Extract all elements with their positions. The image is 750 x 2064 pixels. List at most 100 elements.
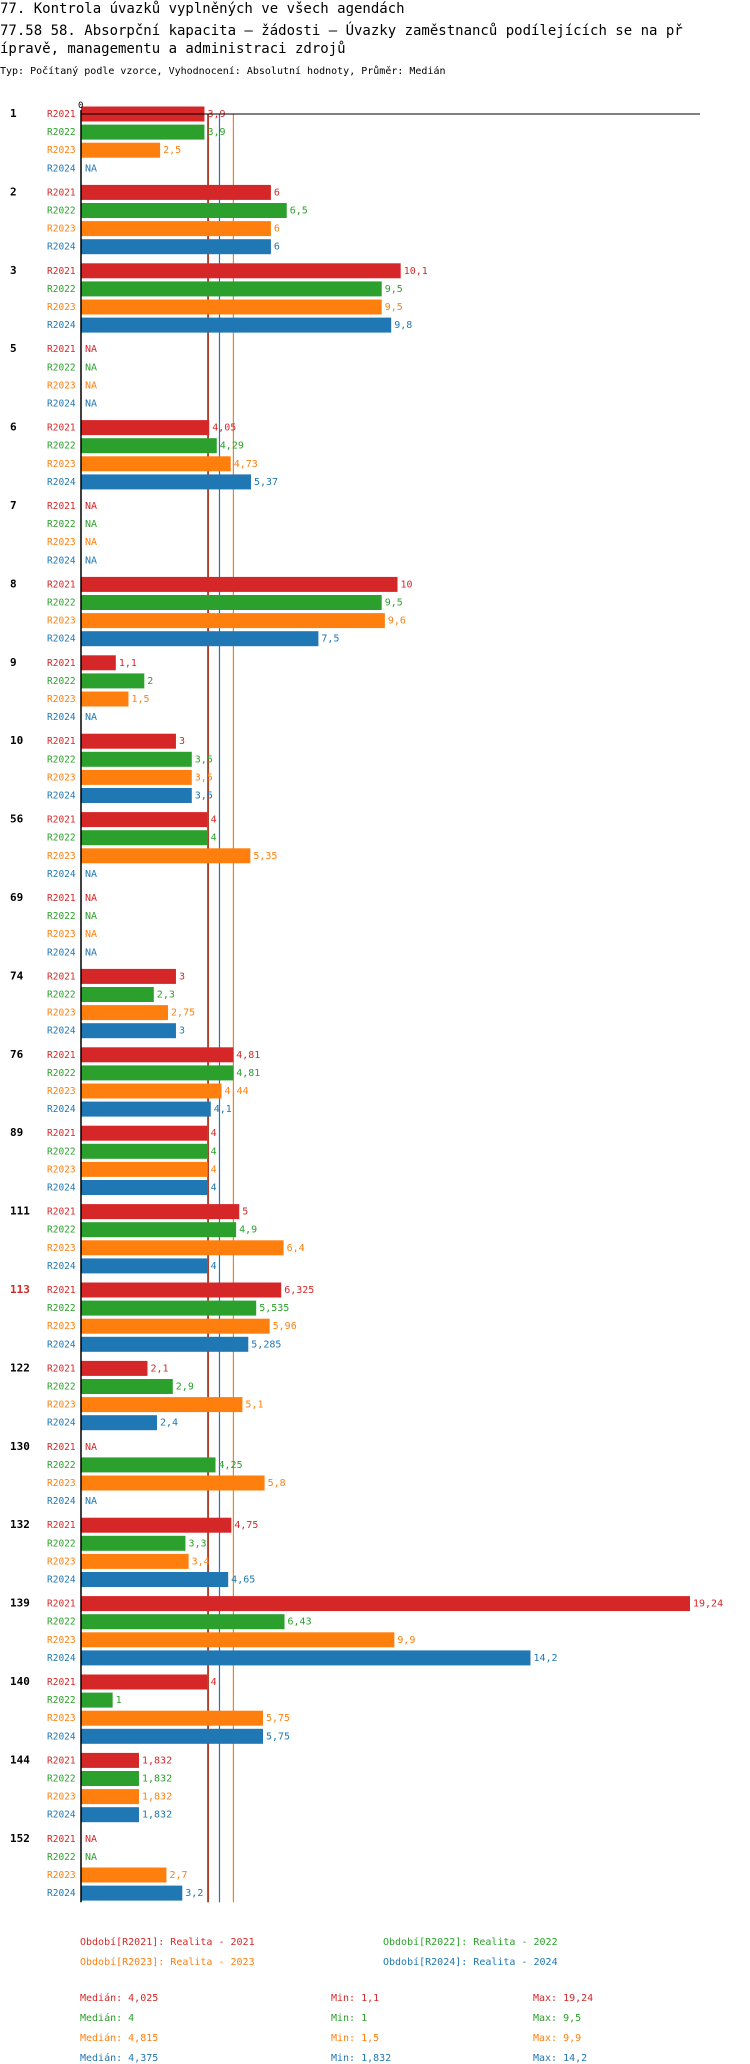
series-label-10-r2021: R2021: [47, 736, 76, 747]
data-label-5-r2022: NA: [85, 362, 97, 373]
legend-item-r2021: Období[R2021]: Realita - 2021: [80, 1937, 255, 1948]
series-label-74-r2022: R2022: [47, 990, 76, 1001]
data-label-132-r2022: 3,3: [188, 1538, 206, 1549]
bar-132-r2023: [81, 1553, 189, 1569]
series-label-111-r2021: R2021: [47, 1207, 76, 1218]
data-label-122-r2023: 5,1: [245, 1400, 263, 1411]
stat-max-r2023: Max: 9,9: [533, 2033, 582, 2044]
data-label-144-r2024: 1,832: [142, 1810, 172, 1821]
group-label-7: 7: [10, 499, 17, 512]
data-label-1-r2024: NA: [85, 163, 97, 174]
series-label-111-r2024: R2024: [47, 1261, 76, 1272]
bar-56-r2023: [81, 848, 251, 864]
series-label-7-r2021: R2021: [47, 501, 76, 512]
series-label-8-r2024: R2024: [47, 634, 76, 645]
bar-6-r2023: [81, 456, 231, 472]
legend-item-r2024: Období[R2024]: Realita - 2024: [383, 1957, 558, 1968]
series-label-74-r2024: R2024: [47, 1026, 76, 1037]
data-label-56-r2022: 4: [211, 833, 217, 844]
series-label-1-r2022: R2022: [47, 127, 76, 138]
data-label-10-r2024: 3,5: [195, 791, 213, 802]
bar-8-r2024: [81, 631, 319, 647]
data-label-56-r2023: 5,35: [253, 851, 277, 862]
stat-median-r2024: Medián: 4,375: [80, 2053, 159, 2064]
bar-140-r2022: [81, 1692, 113, 1708]
series-label-69-r2022: R2022: [47, 911, 76, 922]
data-label-76-r2024: 4,1: [214, 1104, 232, 1115]
bar-56-r2021: [81, 812, 208, 828]
series-label-5-r2023: R2023: [47, 380, 76, 391]
data-label-111-r2022: 4,9: [239, 1225, 257, 1236]
bar-111-r2021: [81, 1204, 240, 1220]
series-label-139-r2023: R2023: [47, 1635, 76, 1646]
data-label-152-r2021: NA: [85, 1834, 97, 1845]
data-label-139-r2023: 9,9: [397, 1635, 415, 1646]
series-label-2-r2023: R2023: [47, 224, 76, 235]
series-label-8-r2022: R2022: [47, 598, 76, 609]
bar-2-r2024: [81, 239, 271, 255]
data-label-8-r2022: 9,5: [385, 598, 403, 609]
bar-130-r2022: [81, 1457, 216, 1473]
data-label-8-r2023: 9,6: [388, 616, 406, 627]
data-label-7-r2023: NA: [85, 537, 97, 548]
series-label-130-r2024: R2024: [47, 1496, 76, 1507]
series-label-6-r2023: R2023: [47, 459, 76, 470]
data-label-132-r2024: 4,65: [231, 1575, 255, 1586]
data-label-3-r2024: 9,8: [394, 320, 412, 331]
data-label-152-r2022: NA: [85, 1852, 97, 1863]
series-label-9-r2024: R2024: [47, 712, 76, 723]
group-label-2: 2: [10, 185, 17, 198]
series-label-122-r2024: R2024: [47, 1418, 76, 1429]
bar-2-r2023: [81, 221, 271, 237]
group-label-111: 111: [10, 1205, 30, 1218]
bar-152-r2023: [81, 1867, 167, 1883]
data-label-3-r2021: 10,1: [404, 266, 428, 277]
series-label-76-r2021: R2021: [47, 1050, 76, 1061]
bar-74-r2021: [81, 968, 176, 984]
group-label-113: 113: [10, 1283, 30, 1296]
data-label-152-r2024: 3,2: [185, 1888, 203, 1899]
bar-113-r2022: [81, 1300, 257, 1316]
data-label-10-r2021: 3: [179, 736, 185, 747]
bar-132-r2021: [81, 1517, 232, 1533]
data-label-3-r2023: 9,5: [385, 302, 403, 313]
x-axis-tick-label: 0: [78, 101, 83, 111]
bar-132-r2024: [81, 1572, 229, 1587]
bar-8-r2021: [81, 576, 398, 592]
series-label-5-r2021: R2021: [47, 344, 76, 355]
legend-item-r2023: Období[R2023]: Realita - 2023: [80, 1957, 255, 1968]
data-label-122-r2022: 2,9: [176, 1382, 194, 1393]
data-label-74-r2021: 3: [179, 971, 185, 982]
series-label-122-r2023: R2023: [47, 1400, 76, 1411]
series-label-139-r2022: R2022: [47, 1617, 76, 1628]
bar-89-r2024: [81, 1180, 208, 1195]
stat-max-r2022: Max: 9,5: [533, 2013, 582, 2024]
group-label-132: 132: [10, 1518, 30, 1531]
bar-144-r2023: [81, 1789, 139, 1805]
series-label-130-r2022: R2022: [47, 1460, 76, 1471]
series-label-9-r2023: R2023: [47, 694, 76, 705]
data-label-111-r2023: 6,4: [287, 1243, 305, 1254]
group-label-76: 76: [10, 1048, 24, 1061]
series-label-10-r2024: R2024: [47, 791, 76, 802]
stat-max-r2021: Max: 19,24: [533, 1993, 594, 2004]
data-label-130-r2023: 5,8: [268, 1478, 286, 1489]
data-label-6-r2024: 5,37: [254, 477, 278, 488]
data-label-144-r2021: 1,832: [142, 1755, 172, 1766]
bar-144-r2024: [81, 1807, 139, 1823]
series-label-130-r2021: R2021: [47, 1442, 76, 1453]
bar-10-r2023: [81, 769, 192, 785]
bar-140-r2021: [81, 1674, 208, 1690]
bar-8-r2022: [81, 595, 382, 610]
data-label-10-r2022: 3,5: [195, 754, 213, 765]
bar-111-r2024: [81, 1258, 208, 1274]
data-label-132-r2021: 4,75: [234, 1520, 258, 1531]
series-label-144-r2024: R2024: [47, 1810, 76, 1821]
legend-item-r2022: Období[R2022]: Realita - 2022: [383, 1937, 558, 1948]
bar-76-r2022: [81, 1065, 234, 1081]
bar-1-r2022: [81, 124, 205, 140]
data-label-122-r2021: 2,1: [150, 1363, 168, 1374]
series-label-56-r2021: R2021: [47, 815, 76, 826]
stat-min-r2021: Min: 1,1: [331, 1993, 380, 2004]
series-label-3-r2021: R2021: [47, 266, 76, 277]
